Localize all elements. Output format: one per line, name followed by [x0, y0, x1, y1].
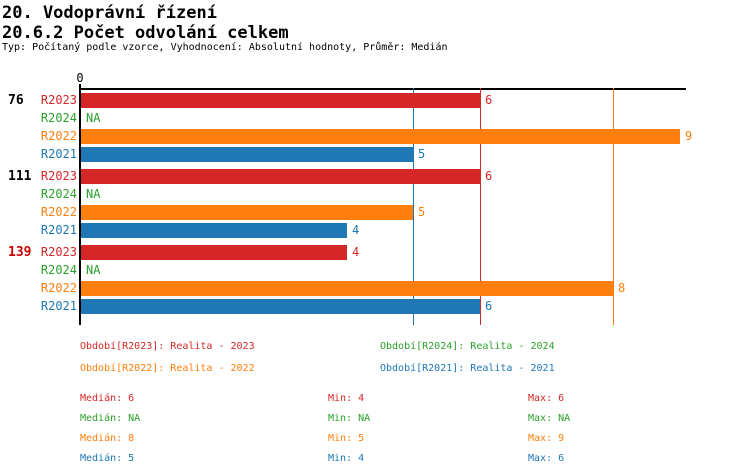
stat-min-R2024: Min: NA: [328, 413, 371, 424]
stat-min-R2023: Min: 4: [328, 393, 365, 404]
stat-median-R2023: Medián: 6: [80, 393, 135, 404]
bar-value-R2021-group-76: 5: [418, 147, 426, 161]
bar-R2023-group-139: [81, 245, 347, 260]
row-label-R2021: R2021: [40, 299, 77, 313]
row-label-R2023: R2023: [40, 93, 77, 107]
bar-value-R2022-group-76: 9: [685, 129, 693, 143]
median-line-R2023: [480, 88, 481, 325]
page-subtitle: 20.6.2 Počet odvolání celkem: [2, 23, 289, 43]
row-label-R2022: R2022: [40, 281, 77, 295]
axis-tick-0: 0: [76, 71, 84, 85]
bar-R2022-group-139: [81, 281, 613, 296]
group-label-139: 139: [8, 245, 32, 260]
legend-item-1: Období[R2023]: Realita - 2023: [80, 341, 255, 352]
group-label-76: 76: [8, 93, 24, 108]
median-line-R2022: [613, 88, 614, 325]
page-title: 20. Vodoprávní řízení: [2, 3, 217, 23]
stat-min-R2021: Min: 4: [328, 453, 365, 464]
legend-item-3: Období[R2022]: Realita - 2022: [80, 363, 255, 374]
bar-value-R2021-group-111: 4: [352, 223, 360, 237]
row-label-R2024: R2024: [40, 187, 77, 201]
row-label-R2021: R2021: [40, 147, 77, 161]
bar-value-R2023-group-111: 6: [485, 169, 493, 183]
bar-value-R2023-group-139: 4: [352, 245, 360, 259]
stat-max-R2022: Max: 9: [528, 433, 565, 444]
row-label-R2023: R2023: [40, 245, 77, 259]
bar-R2022-group-111: [81, 205, 413, 220]
bar-R2022-group-76: [81, 129, 680, 144]
na-label-R2024: NA: [86, 263, 101, 277]
stat-max-R2023: Max: 6: [528, 393, 565, 404]
bar-R2023-group-111: [81, 169, 480, 184]
bar-R2021-group-139: [81, 299, 480, 314]
bar-R2023-group-76: [81, 93, 480, 108]
na-label-R2024: NA: [86, 111, 101, 125]
bar-value-R2022-group-139: 8: [618, 281, 626, 295]
bar-value-R2021-group-139: 6: [485, 299, 493, 313]
bar-R2021-group-76: [81, 147, 413, 162]
legend-item-4: Období[R2021]: Realita - 2021: [380, 363, 555, 374]
na-label-R2024: NA: [86, 187, 101, 201]
row-label-R2022: R2022: [40, 205, 77, 219]
stat-median-R2021: Medián: 5: [80, 453, 135, 464]
row-label-R2024: R2024: [40, 111, 77, 125]
stat-median-R2022: Medián: 8: [80, 433, 135, 444]
y-axis-line: [79, 84, 81, 325]
stat-max-R2021: Max: 6: [528, 453, 565, 464]
report-meta-line: Typ: Počítaný podle vzorce, Vyhodnocení:…: [2, 42, 448, 53]
row-label-R2023: R2023: [40, 169, 77, 183]
bar-value-R2023-group-76: 6: [485, 93, 493, 107]
row-label-R2024: R2024: [40, 263, 77, 277]
row-label-R2021: R2021: [40, 223, 77, 237]
group-label-111: 111: [8, 169, 32, 184]
median-line-R2021: [413, 88, 414, 325]
stat-median-R2024: Medián: NA: [80, 413, 141, 424]
row-label-R2022: R2022: [40, 129, 77, 143]
stat-min-R2022: Min: 5: [328, 433, 365, 444]
x-axis-line: [79, 88, 686, 90]
legend-item-2: Období[R2024]: Realita - 2024: [380, 341, 555, 352]
bar-value-R2022-group-111: 5: [418, 205, 426, 219]
stat-max-R2024: Max: NA: [528, 413, 571, 424]
bar-R2021-group-111: [81, 223, 347, 238]
